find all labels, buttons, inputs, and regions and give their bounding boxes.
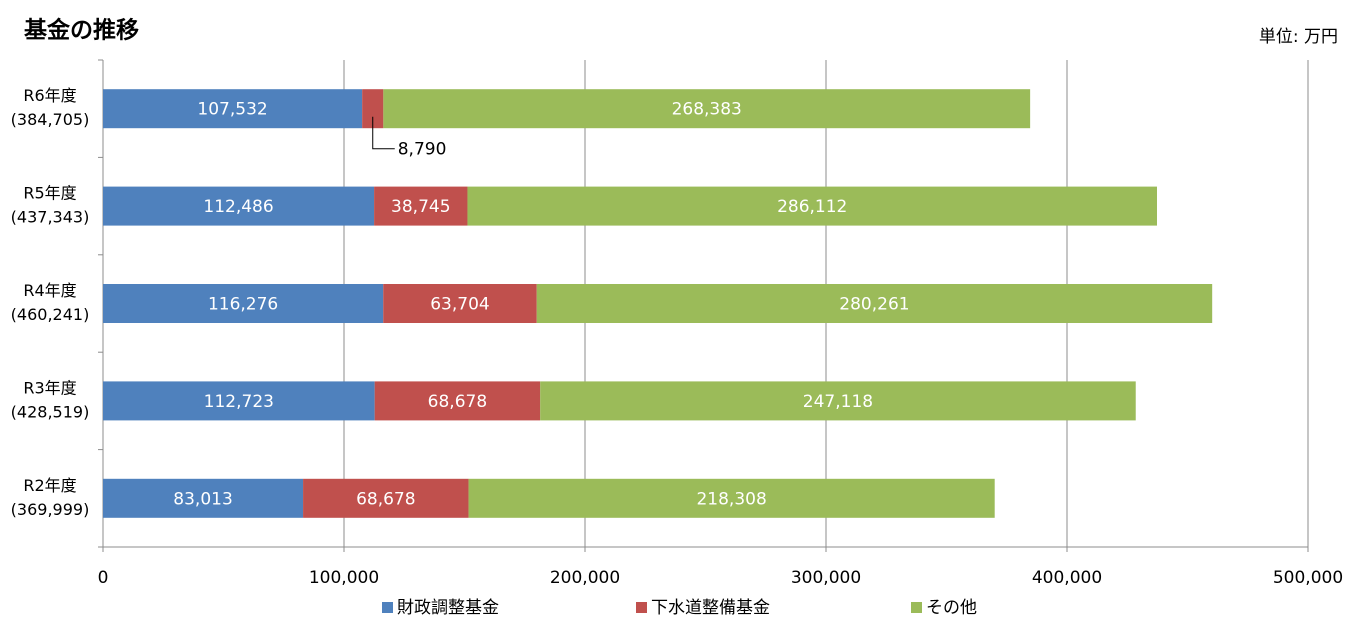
bar-segment (103, 284, 384, 323)
bar-segment (303, 478, 469, 518)
data-label: 112,486 (203, 197, 273, 217)
leader-line (372, 116, 395, 150)
data-label: 116,276 (208, 295, 278, 315)
bar-segment (103, 478, 304, 518)
category-total: (428,519) (11, 402, 90, 421)
data-label: 112,723 (204, 392, 274, 412)
bar-segment (362, 89, 384, 129)
y-tick-label: R2年度 (23, 476, 76, 495)
category-total: (437,343) (11, 208, 90, 227)
legend-swatch (911, 602, 922, 613)
y-tick-label: R5年度 (23, 184, 76, 203)
x-tick-label: 500,000 (1273, 568, 1343, 588)
data-label: 268,383 (672, 100, 742, 120)
data-label: 107,532 (197, 100, 267, 120)
chart-title: 基金の推移 (24, 17, 139, 44)
bar-segment (536, 284, 1213, 323)
bar-segment (383, 89, 1031, 129)
y-tick-label: R3年度 (23, 378, 76, 397)
legend-swatch (636, 602, 647, 613)
category-total: (369,999) (11, 500, 90, 519)
unit-label: 単位: 万円 (1259, 27, 1338, 47)
x-tick-label: 100,000 (309, 568, 379, 588)
legend-swatch (382, 602, 393, 613)
bar-segment (103, 186, 375, 226)
bar-segment (103, 89, 363, 129)
bar-segment (103, 381, 375, 421)
y-tick-label: R4年度 (23, 281, 76, 300)
data-label: 280,261 (839, 295, 909, 315)
data-label: 38,745 (391, 197, 450, 217)
data-label: 68,678 (356, 489, 415, 509)
x-tick-label: 400,000 (1032, 568, 1102, 588)
legend-label: 下水道整備基金 (651, 598, 770, 618)
x-tick-label: 0 (98, 568, 109, 588)
legend-label: 財政調整基金 (397, 598, 499, 618)
legend-label: その他 (926, 598, 977, 618)
data-label: 63,704 (430, 295, 489, 315)
bar-segment (374, 186, 468, 226)
y-tick-label: R6年度 (23, 86, 76, 105)
data-label: 218,308 (696, 489, 766, 509)
data-label: 8,790 (398, 140, 447, 160)
x-tick-label: 300,000 (791, 568, 861, 588)
bar-segment (540, 381, 1136, 421)
data-label: 68,678 (428, 392, 487, 412)
x-tick-label: 200,000 (550, 568, 620, 588)
bar-segment (383, 284, 537, 323)
data-label: 83,013 (173, 489, 232, 509)
category-total: (384,705) (11, 110, 90, 129)
bar-segment (374, 381, 541, 421)
data-label: 247,118 (803, 392, 873, 412)
data-label: 286,112 (777, 197, 847, 217)
category-total: (460,241) (11, 305, 90, 324)
bar-segment (468, 478, 995, 518)
bar-segment (467, 186, 1157, 226)
